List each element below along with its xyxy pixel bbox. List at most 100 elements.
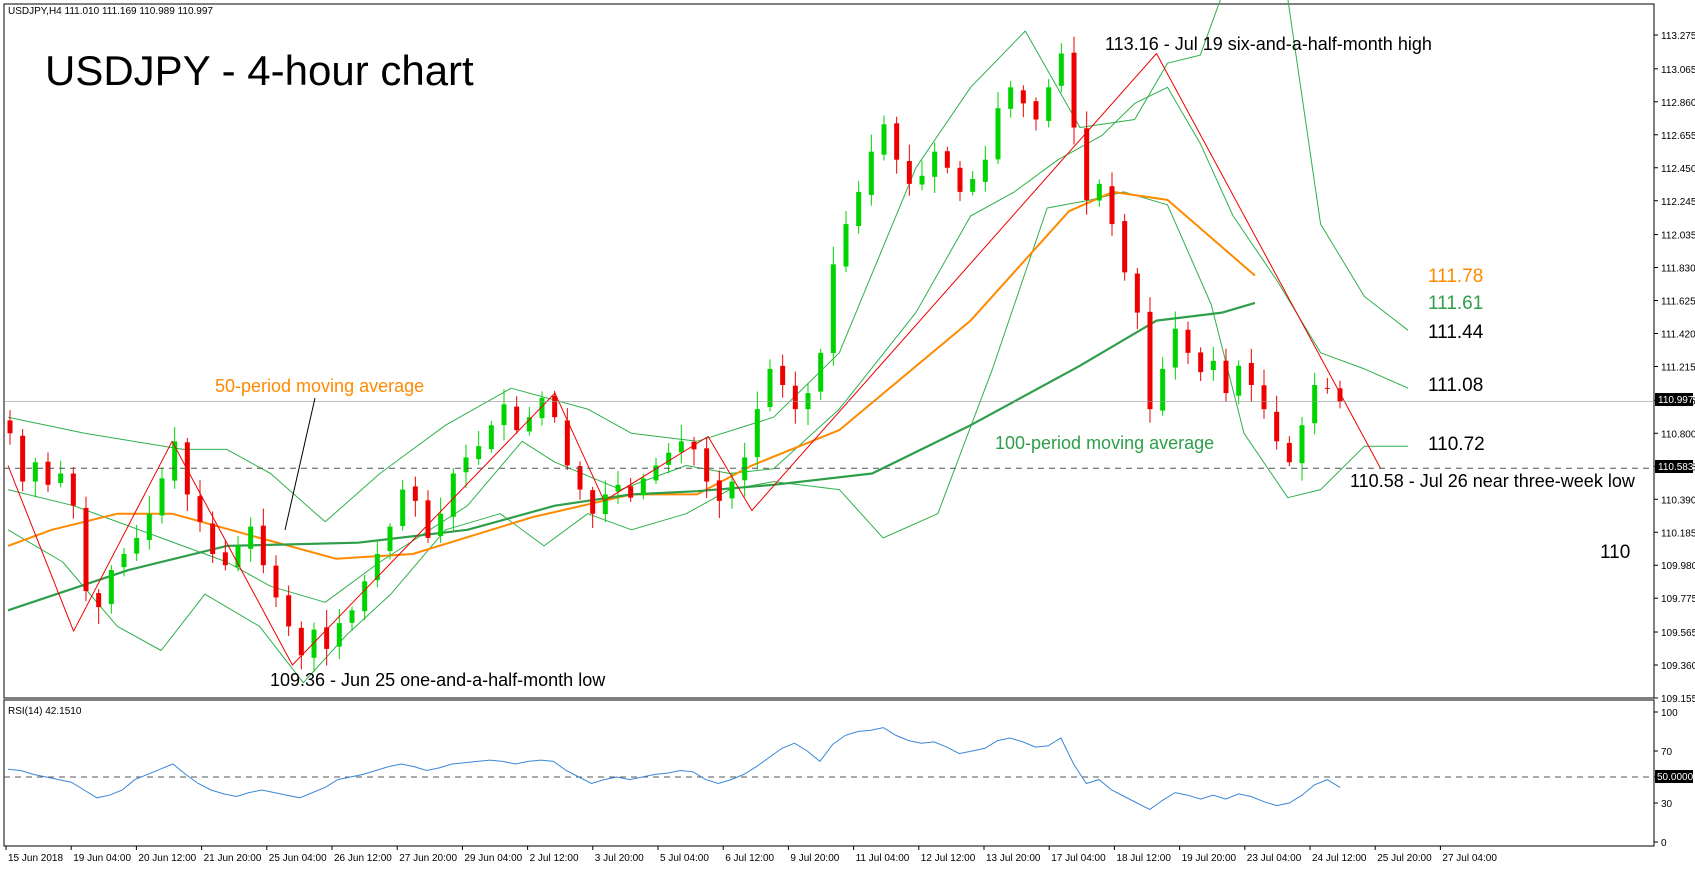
candle-bear xyxy=(906,160,912,184)
candle-bear xyxy=(412,486,418,501)
candle-bear xyxy=(425,500,431,538)
candle-bull xyxy=(767,368,773,408)
y-tick-label: 112.655 xyxy=(1661,131,1695,142)
candle-bull xyxy=(843,224,849,267)
rsi-line xyxy=(7,727,1341,811)
candle-bear xyxy=(1033,101,1039,120)
candle-bear xyxy=(1122,221,1128,273)
x-tick-label: 6 Jul 12:00 xyxy=(725,853,774,864)
annotation-high: 113.16 - Jul 19 six-and-a-half-month hig… xyxy=(1105,34,1432,54)
candle-bull xyxy=(463,457,469,473)
candle-bull xyxy=(805,393,811,410)
candle-bear xyxy=(1084,128,1090,200)
level-upper-band: 111.44 xyxy=(1428,322,1484,343)
candle-bull xyxy=(932,151,938,177)
candle-bull xyxy=(1046,87,1052,121)
candle-bear xyxy=(20,435,26,482)
candle-bull xyxy=(539,397,545,419)
ma100-line xyxy=(7,301,1256,612)
y-tick-label: 109.360 xyxy=(1661,661,1695,672)
candle-bear xyxy=(1248,362,1254,386)
candle-bear xyxy=(273,565,279,598)
candle-bear xyxy=(96,593,102,608)
y-tick-label: 109.565 xyxy=(1661,628,1695,639)
annotation-low: 109.36 - Jun 25 one-and-a-half-month low xyxy=(270,670,606,690)
annotation-near-low: 110.58 - Jul 26 near three-week low xyxy=(1350,471,1636,491)
candle-bear xyxy=(628,486,634,498)
ma50-pointer xyxy=(284,397,316,531)
x-tick-label: 29 Jun 04:00 xyxy=(464,853,522,864)
candle-bull xyxy=(235,545,241,568)
candle-bear xyxy=(324,627,330,649)
x-tick-label: 5 Jul 04:00 xyxy=(660,853,709,864)
candle-bear xyxy=(1261,385,1267,410)
candle-bull xyxy=(919,175,925,185)
candle-bear xyxy=(210,523,216,554)
candle-bull xyxy=(476,446,482,460)
line-price-text: 110.583 xyxy=(1658,462,1694,473)
candle-bear xyxy=(792,385,798,410)
current-price-tag xyxy=(1655,393,1693,406)
candle-bull xyxy=(982,159,988,182)
candle-bear xyxy=(184,442,190,495)
rsi-tick-label: 100 xyxy=(1661,708,1678,719)
x-tick-label: 20 Jun 12:00 xyxy=(138,853,196,864)
candle-bear xyxy=(197,496,203,522)
candle-bull xyxy=(640,478,646,496)
candle-bull xyxy=(450,473,456,517)
chart-title: USDJPY - 4-hour chart xyxy=(45,47,474,94)
y-tick-label: 109.775 xyxy=(1661,594,1695,605)
candle-bull xyxy=(146,513,152,541)
candle-bull xyxy=(1172,328,1178,368)
candle-bear xyxy=(1109,186,1115,225)
candle-bull xyxy=(1008,87,1014,109)
candle-bull xyxy=(400,489,406,527)
rsi-label: RSI(14) 42.1510 xyxy=(8,706,82,717)
level-lower-band: 110.72 xyxy=(1428,434,1485,455)
x-tick-label: 9 Jul 20:00 xyxy=(790,853,839,864)
x-tick-label: 26 Jun 12:00 xyxy=(334,853,392,864)
candle-bull xyxy=(1299,425,1305,464)
candle-bear xyxy=(1324,387,1330,389)
candle-bull xyxy=(134,537,140,554)
x-tick-label: 25 Jul 20:00 xyxy=(1377,853,1432,864)
rsi-panel xyxy=(3,699,1655,847)
candle-bear xyxy=(222,552,228,566)
candle-bull xyxy=(387,526,393,552)
price-panel xyxy=(3,3,1655,699)
candle-bull xyxy=(754,409,760,458)
candle-bull xyxy=(868,151,874,195)
candle-bear xyxy=(590,490,596,514)
candle-bear xyxy=(944,151,950,168)
candle-bull xyxy=(742,457,748,481)
candle-bull xyxy=(881,124,887,155)
x-tick-label: 3 Jul 20:00 xyxy=(595,853,644,864)
candle-bull xyxy=(1160,368,1166,411)
candle-bull xyxy=(248,526,254,549)
candle-bull xyxy=(336,623,342,647)
candle-bull xyxy=(349,610,355,623)
candle-bear xyxy=(70,473,76,506)
candle-bear xyxy=(552,396,558,418)
x-tick-label: 19 Jul 20:00 xyxy=(1182,853,1237,864)
x-tick-label: 15 Jun 2018 xyxy=(8,853,63,864)
candle-bull xyxy=(172,441,178,481)
level-ma100: 111.61 xyxy=(1428,293,1483,314)
candle-bull xyxy=(615,484,621,492)
candle-bull xyxy=(1210,360,1216,371)
candle-bear xyxy=(298,627,304,656)
candle-bear xyxy=(1274,411,1280,442)
candle-bull xyxy=(856,191,862,227)
candle-bull xyxy=(501,404,507,425)
x-tick-label: 27 Jul 04:00 xyxy=(1442,853,1497,864)
candle-bull xyxy=(729,481,735,499)
x-tick-label: 12 Jul 12:00 xyxy=(921,853,976,864)
candle-bear xyxy=(1020,90,1026,104)
x-tick-label: 11 Jul 04:00 xyxy=(856,853,910,864)
candle-bull xyxy=(818,352,824,392)
candle-bear xyxy=(1286,442,1292,463)
y-tick-label: 110.390 xyxy=(1661,495,1695,506)
candle-bull xyxy=(830,264,836,354)
ma50-label: 50-period moving average xyxy=(215,376,424,396)
